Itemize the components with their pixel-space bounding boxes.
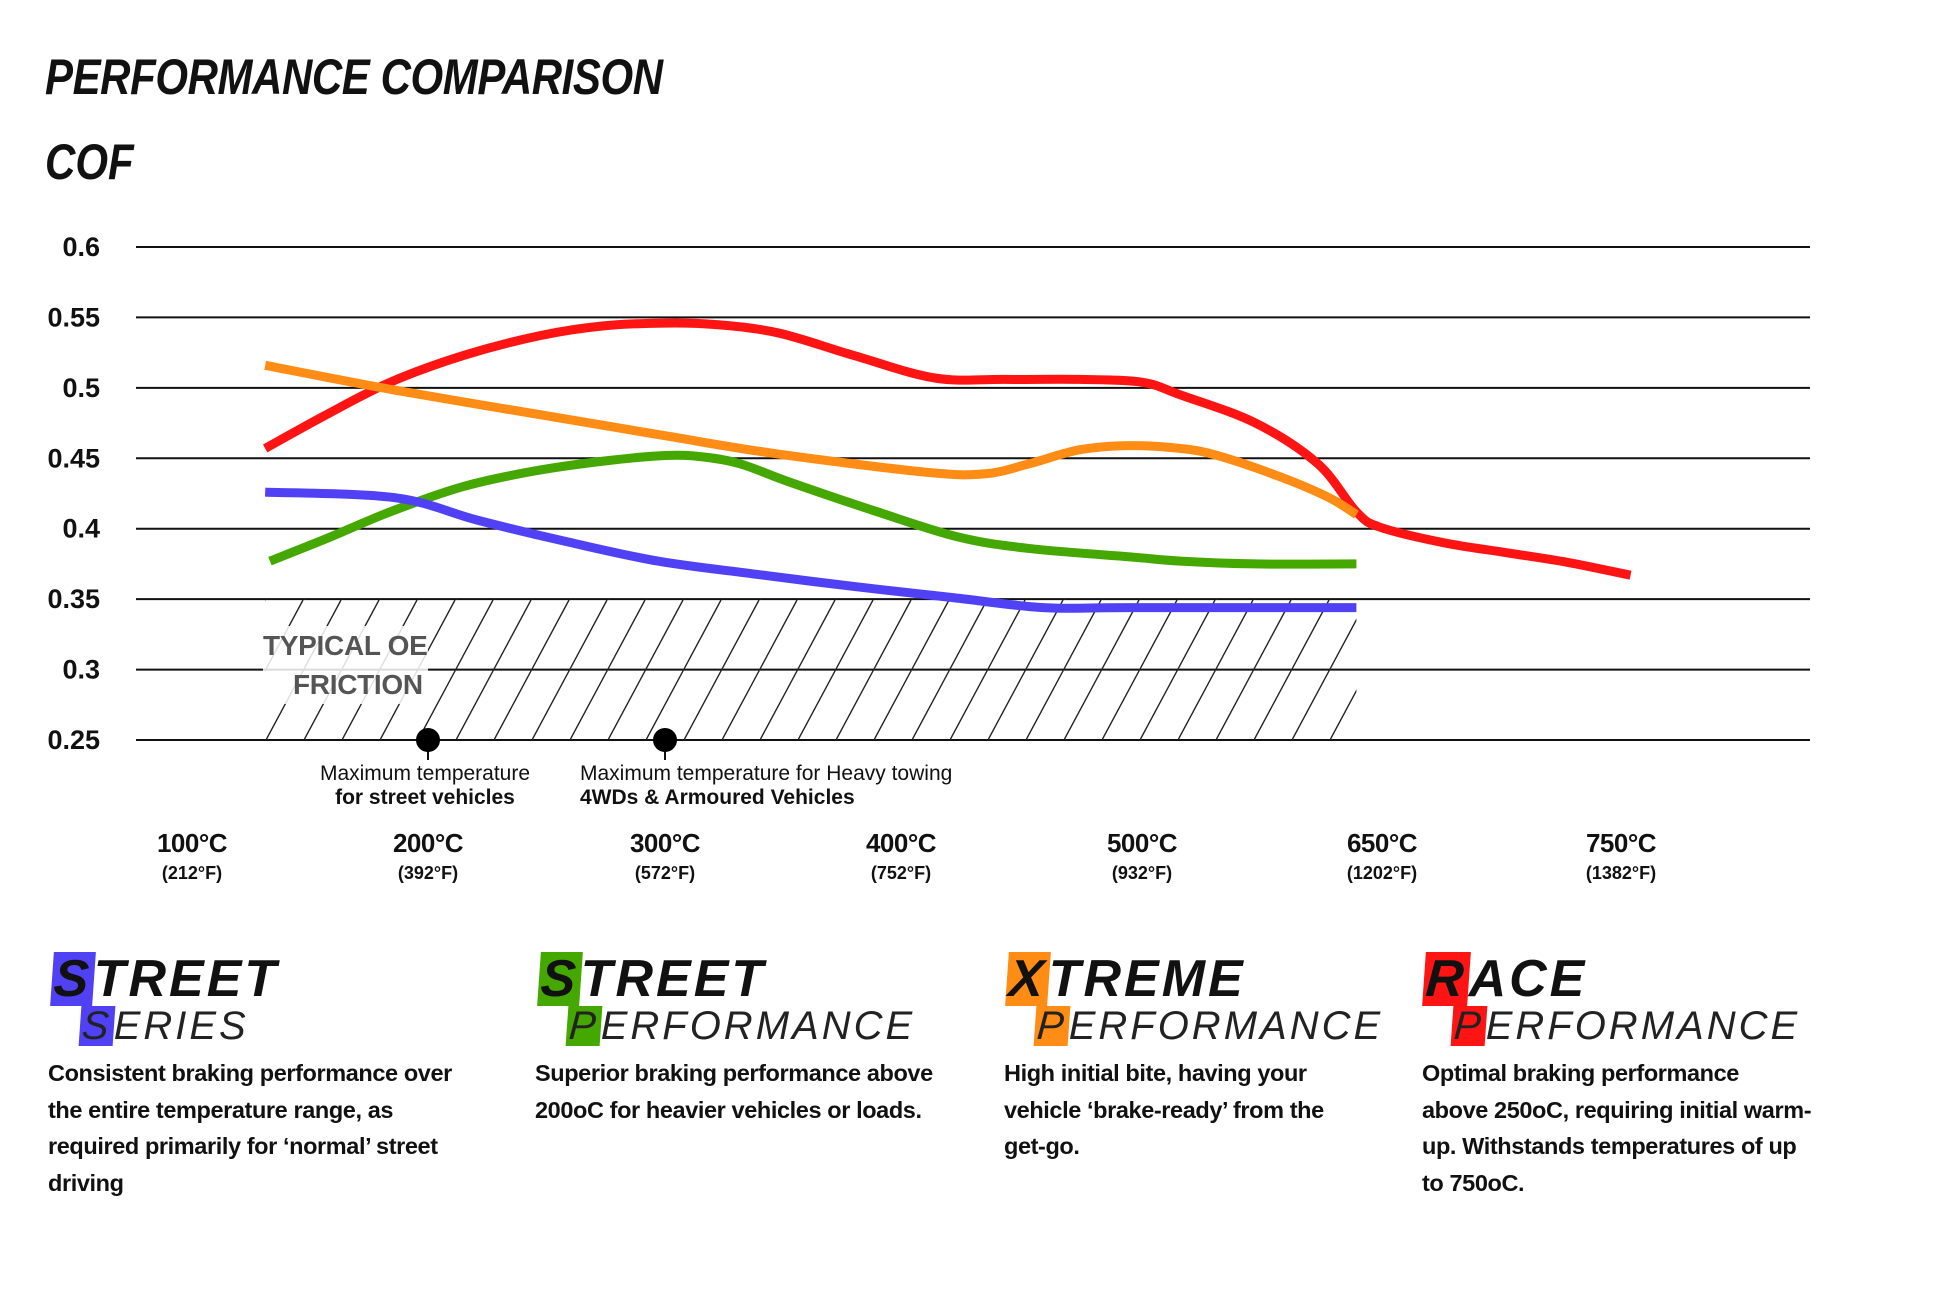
- logo-word: TREME: [1048, 950, 1246, 1008]
- y-tick-label: 0.35: [47, 584, 100, 614]
- logo-letter: P: [1033, 1004, 1071, 1048]
- logo-letter: P: [1450, 1004, 1488, 1048]
- chart-title: PERFORMANCE COMPARISON: [45, 49, 663, 105]
- description-line: Consistent braking performance over: [48, 1060, 452, 1086]
- description-line: the entire temperature range, as: [48, 1096, 394, 1123]
- logo-race-performance: RACE PERFORMANCE: [1422, 950, 1801, 1048]
- y-tick-label: 0.25: [47, 725, 100, 755]
- logo-letter: S: [78, 1004, 116, 1048]
- logo-word: ERIES: [113, 1004, 249, 1048]
- description-line: above 250oC, requiring initial warm-: [1422, 1096, 1812, 1123]
- x-tick-label: 650°C (1202°F): [1312, 828, 1452, 884]
- x-tick-celsius: 750°C: [1585, 828, 1657, 858]
- x-tick-label: 750°C (1382°F): [1551, 828, 1691, 884]
- series-line-race: [262, 318, 1632, 580]
- description-line: driving: [48, 1169, 124, 1196]
- description-street-performance: Superior braking performance above 200oC…: [535, 1055, 933, 1128]
- logo-word: TREET: [580, 950, 767, 1008]
- y-tick-label: 0.4: [62, 514, 100, 544]
- logo-street-performance: STREET PERFORMANCE: [537, 950, 916, 1048]
- description-line: up. Withstands temperatures of up: [1422, 1133, 1797, 1159]
- logo-word: ERFORMANCE: [600, 1004, 916, 1048]
- description-line: 200oC for heavier vehicles or loads.: [535, 1096, 922, 1123]
- description-line: get-go.: [1004, 1133, 1080, 1159]
- x-tick-celsius: 500°C: [1106, 828, 1178, 858]
- logo-letter: S: [537, 950, 583, 1008]
- series-line-street-performance: [268, 450, 1357, 569]
- x-tick-celsius: 400°C: [865, 828, 937, 858]
- logo-letter: S: [50, 950, 96, 1008]
- y-tick-label: 0.45: [47, 443, 100, 473]
- logo-street-series: STREET SERIES: [50, 950, 280, 1048]
- x-tick-fahrenheit: (392°F): [397, 863, 459, 883]
- y-axis-label: COF: [45, 134, 134, 190]
- series-line-xtreme: [264, 360, 1359, 519]
- y-tick-label: 0.6: [62, 232, 100, 262]
- x-tick-label: 100°C (212°F): [122, 828, 262, 884]
- x-tick-label: 400°C (752°F): [831, 828, 971, 884]
- x-tick-celsius: 200°C: [392, 828, 464, 858]
- x-tick-label: 300°C (572°F): [595, 828, 735, 884]
- series-line-street-series: [264, 487, 1357, 613]
- x-tick-fahrenheit: (1382°F): [1585, 863, 1657, 883]
- logo-word: ERFORMANCE: [1485, 1004, 1801, 1048]
- logo-word: ACE: [1468, 950, 1588, 1008]
- marker-dot: [653, 728, 677, 752]
- marker-annotation-street: Maximum temperature for street vehicles: [310, 762, 540, 810]
- logo-letter: X: [1005, 950, 1051, 1008]
- x-tick-fahrenheit: (212°F): [161, 863, 223, 883]
- y-tick-label: 0.5: [62, 373, 100, 403]
- marker-annotation-towing: Maximum temperature for Heavy towing 4WD…: [580, 762, 952, 810]
- x-tick-label: 500°C (932°F): [1072, 828, 1212, 884]
- description-line: High initial bite, having your: [1004, 1060, 1307, 1086]
- description-line: required primarily for ‘normal’ street: [48, 1133, 438, 1159]
- x-tick-fahrenheit: (572°F): [634, 863, 696, 883]
- annotation-line2: for street vehicles: [335, 786, 515, 809]
- annotation-line1: Maximum temperature for Heavy towing: [580, 762, 953, 785]
- y-tick-label: 0.3: [62, 655, 100, 685]
- typical-oe-friction-label: TYPICAL OE FRICTION: [263, 626, 428, 704]
- description-line: Superior braking performance above: [535, 1060, 933, 1086]
- x-tick-celsius: 100°C: [156, 828, 228, 858]
- description-line: vehicle ‘brake-ready’ from the: [1004, 1096, 1324, 1123]
- x-tick-celsius: 300°C: [629, 828, 701, 858]
- description-street-series: Consistent braking performance over the …: [48, 1055, 452, 1201]
- description-line: Optimal braking performance: [1422, 1060, 1739, 1086]
- annotation-line2: 4WDs & Armoured Vehicles: [580, 786, 855, 809]
- description-race-performance: Optimal braking performance above 250oC,…: [1422, 1055, 1812, 1201]
- logo-word: TREET: [93, 950, 280, 1008]
- x-tick-fahrenheit: (1202°F): [1346, 863, 1418, 883]
- annotation-line1: Maximum temperature: [319, 762, 531, 785]
- logo-letter: R: [1422, 950, 1471, 1008]
- band-label-line1: TYPICAL OE: [263, 630, 428, 661]
- logo-word: ERFORMANCE: [1068, 1004, 1384, 1048]
- description-xtreme-performance: High initial bite, having your vehicle ‘…: [1004, 1055, 1324, 1165]
- logo-letter: P: [565, 1004, 603, 1048]
- band-label-line2: FRICTION: [293, 669, 423, 700]
- x-tick-label: 200°C (392°F): [358, 828, 498, 884]
- x-tick-celsius: 650°C: [1346, 828, 1418, 858]
- x-tick-fahrenheit: (752°F): [870, 863, 932, 883]
- marker-dot: [416, 728, 440, 752]
- typical-oe-friction-band: [265, 599, 1357, 740]
- description-line: to 750oC.: [1422, 1169, 1525, 1196]
- x-tick-fahrenheit: (932°F): [1111, 863, 1173, 883]
- logo-xtreme-performance: XTREME PERFORMANCE: [1005, 950, 1384, 1048]
- y-tick-label: 0.55: [47, 302, 100, 332]
